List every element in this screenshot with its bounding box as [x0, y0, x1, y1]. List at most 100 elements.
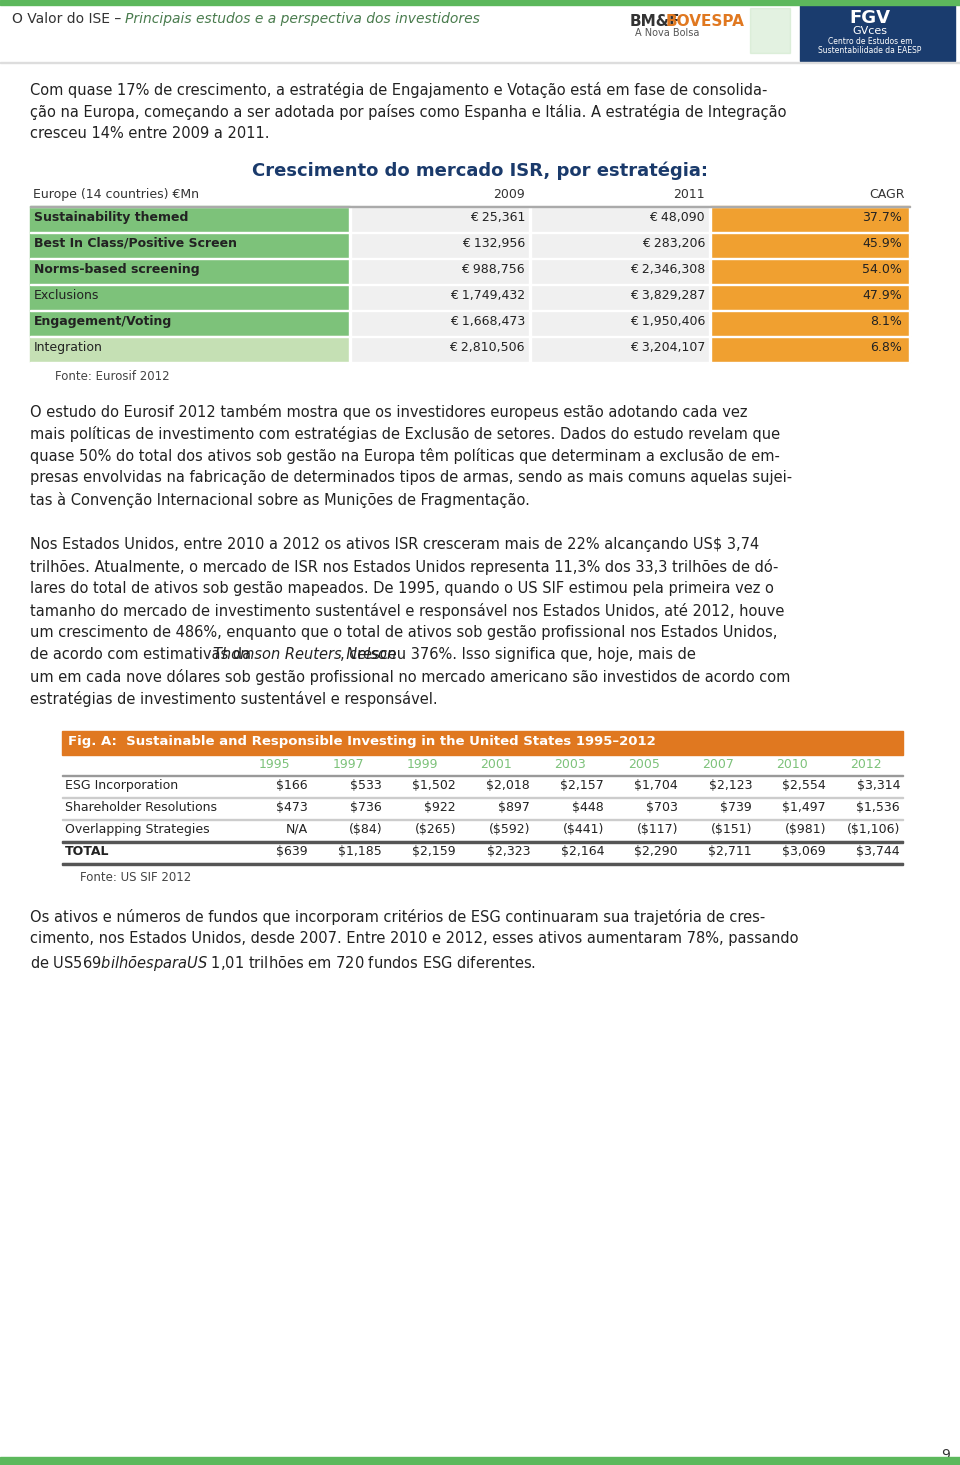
Bar: [530, 258, 710, 284]
Text: Com quase 17% de crescimento, a estratégia de Engajamento e Votação está em fase: Com quase 17% de crescimento, a estratég…: [30, 82, 767, 98]
Bar: [349, 258, 351, 284]
Text: Fonte: Eurosif 2012: Fonte: Eurosif 2012: [55, 371, 170, 382]
Bar: [800, 4, 955, 62]
Bar: [350, 284, 530, 311]
Bar: [350, 258, 530, 284]
Bar: [909, 207, 911, 231]
Text: , cresceu 376%. Isso significa que, hoje, mais de: , cresceu 376%. Isso significa que, hoje…: [340, 648, 696, 662]
Text: $736: $736: [350, 801, 382, 815]
Bar: [530, 284, 710, 311]
Bar: [710, 258, 910, 284]
Bar: [529, 311, 531, 335]
Bar: [529, 258, 531, 284]
Bar: [350, 311, 530, 335]
Text: BOVESPA: BOVESPA: [666, 15, 745, 29]
Text: GVces: GVces: [852, 26, 887, 37]
Text: € 1,668,473: € 1,668,473: [449, 315, 525, 328]
Text: 2011: 2011: [673, 188, 705, 201]
Text: € 988,756: € 988,756: [462, 264, 525, 275]
Text: $922: $922: [424, 801, 456, 815]
Text: um em cada nove dólares sob gestão profissional no mercado americano são investi: um em cada nove dólares sob gestão profi…: [30, 670, 790, 686]
Bar: [349, 335, 351, 362]
Text: 2005: 2005: [628, 757, 660, 771]
Text: Sustentabilidade da EAESP: Sustentabilidade da EAESP: [818, 45, 922, 56]
Bar: [529, 207, 531, 231]
Text: de US$ 569 bilhões para US$ 1,01 trilhões em 720 fundos ESG diferentes.: de US$ 569 bilhões para US$ 1,01 trilhõe…: [30, 954, 536, 973]
Bar: [909, 284, 911, 311]
Bar: [0, 0, 960, 4]
Text: 54.0%: 54.0%: [862, 264, 902, 275]
Text: $2,554: $2,554: [782, 779, 826, 793]
Text: 2012: 2012: [851, 757, 882, 771]
Bar: [710, 335, 910, 362]
Text: TOTAL: TOTAL: [65, 845, 109, 858]
Text: 1999: 1999: [406, 757, 438, 771]
Bar: [350, 231, 530, 258]
Text: Exclusions: Exclusions: [34, 289, 100, 302]
Text: A Nova Bolsa: A Nova Bolsa: [635, 28, 700, 38]
Text: cresceu 14% entre 2009 a 2011.: cresceu 14% entre 2009 a 2011.: [30, 126, 270, 141]
Text: quase 50% do total dos ativos sob gestão na Europa têm políticas que determinam : quase 50% do total dos ativos sob gestão…: [30, 448, 780, 464]
Text: Fonte: US SIF 2012: Fonte: US SIF 2012: [80, 872, 191, 883]
Text: 2007: 2007: [702, 757, 734, 771]
Text: € 132,956: € 132,956: [462, 237, 525, 251]
Text: tamanho do mercado de investimento sustentável e responsável nos Estados Unidos,: tamanho do mercado de investimento suste…: [30, 604, 784, 620]
Text: $2,157: $2,157: [561, 779, 604, 793]
Text: $2,159: $2,159: [413, 845, 456, 858]
Text: ($84): ($84): [348, 823, 382, 837]
Text: ($441): ($441): [563, 823, 604, 837]
Text: $1,704: $1,704: [635, 779, 678, 793]
Text: € 25,361: € 25,361: [469, 211, 525, 224]
Text: $2,123: $2,123: [708, 779, 752, 793]
Bar: [710, 231, 910, 258]
Text: Engagement/Voting: Engagement/Voting: [34, 315, 172, 328]
Text: 2003: 2003: [554, 757, 586, 771]
Text: de acordo com estimativas da: de acordo com estimativas da: [30, 648, 255, 662]
Text: estratégias de investimento sustentável e responsável.: estratégias de investimento sustentável …: [30, 691, 438, 708]
Text: ($981): ($981): [784, 823, 826, 837]
Text: $166: $166: [276, 779, 308, 793]
Text: $473: $473: [276, 801, 308, 815]
Bar: [30, 335, 350, 362]
Text: $897: $897: [498, 801, 530, 815]
Text: 6.8%: 6.8%: [870, 341, 902, 355]
Text: € 283,206: € 283,206: [641, 237, 705, 251]
Bar: [62, 731, 903, 754]
Bar: [30, 231, 350, 258]
Text: 2010: 2010: [776, 757, 808, 771]
Text: Centro de Estudos em: Centro de Estudos em: [828, 37, 912, 45]
Text: Principais estudos e a perspectiva dos investidores: Principais estudos e a perspectiva dos i…: [125, 12, 480, 26]
Text: Nos Estados Unidos, entre 2010 a 2012 os ativos ISR cresceram mais de 22% alcanç: Nos Estados Unidos, entre 2010 a 2012 os…: [30, 538, 759, 552]
Text: um crescimento de 486%, enquanto que o total de ativos sob gestão profissional n: um crescimento de 486%, enquanto que o t…: [30, 626, 778, 640]
Text: Shareholder Resolutions: Shareholder Resolutions: [65, 801, 217, 815]
Text: $1,536: $1,536: [856, 801, 900, 815]
Text: FGV: FGV: [850, 9, 891, 26]
Bar: [30, 258, 350, 284]
Text: $2,164: $2,164: [561, 845, 604, 858]
Text: ($592): ($592): [489, 823, 530, 837]
Text: ESG Incorporation: ESG Incorporation: [65, 779, 179, 793]
Bar: [530, 207, 710, 231]
Bar: [750, 7, 790, 53]
Text: 8.1%: 8.1%: [870, 315, 902, 328]
Text: € 2,810,506: € 2,810,506: [449, 341, 525, 355]
Text: 2009: 2009: [493, 188, 525, 201]
Bar: [350, 335, 530, 362]
Text: Best In Class/Positive Screen: Best In Class/Positive Screen: [34, 237, 237, 251]
Bar: [909, 311, 911, 335]
Text: $703: $703: [646, 801, 678, 815]
Bar: [529, 335, 531, 362]
Text: Thomson Reuters Nelson: Thomson Reuters Nelson: [213, 648, 396, 662]
Text: $2,323: $2,323: [487, 845, 530, 858]
Text: ($1,106): ($1,106): [847, 823, 900, 837]
Bar: [530, 311, 710, 335]
Text: 1995: 1995: [258, 757, 290, 771]
Bar: [529, 231, 531, 258]
Text: trilhões. Atualmente, o mercado de ISR nos Estados Unidos representa 11,3% dos 3: trilhões. Atualmente, o mercado de ISR n…: [30, 560, 779, 574]
Text: $1,502: $1,502: [412, 779, 456, 793]
Text: O Valor do ISE –: O Valor do ISE –: [12, 12, 126, 26]
Text: $3,744: $3,744: [856, 845, 900, 858]
Bar: [709, 207, 711, 231]
Bar: [709, 231, 711, 258]
Text: presas envolvidas na fabricação de determinados tipos de armas, sendo as mais co: presas envolvidas na fabricação de deter…: [30, 470, 792, 485]
